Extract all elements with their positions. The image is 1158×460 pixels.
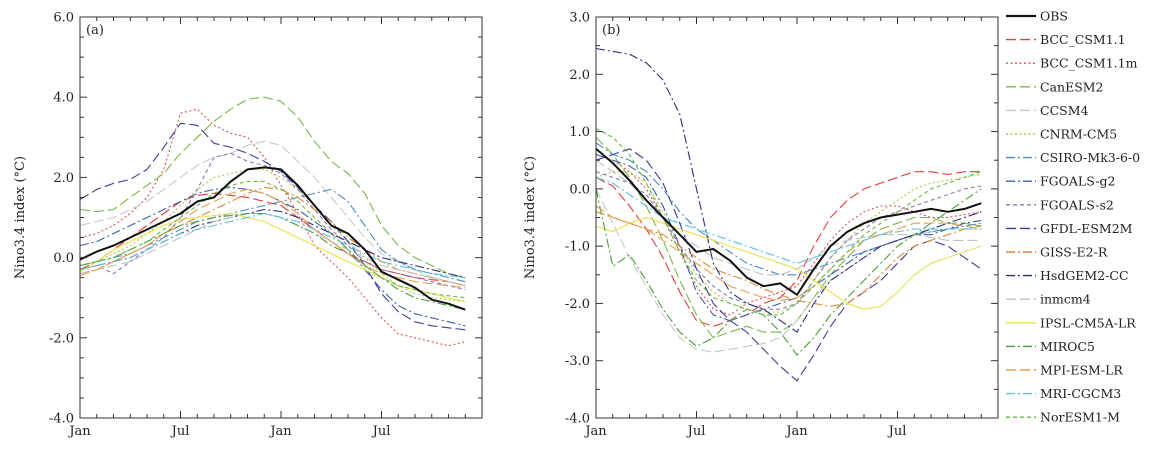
series-line-giss-e2-r bbox=[79, 186, 466, 287]
x-tick-label: Jul bbox=[170, 424, 190, 439]
y-tick-label: -2.0 bbox=[565, 297, 590, 312]
y-tick-label: -4.0 bbox=[49, 412, 74, 427]
series-line-fgoals-s2 bbox=[79, 152, 466, 291]
series-line-mpi-esm-lr bbox=[595, 205, 982, 302]
series-line-obs bbox=[79, 166, 466, 311]
y-axis-label: Nino3.4 index (°C) bbox=[13, 156, 28, 279]
series-line-ccsm4 bbox=[79, 140, 466, 287]
panel-b: -4.0 -3.0 -2.0 -1.0 0.0 1.0 2.0 3.0 Jan Jul Jan Jul… bbox=[523, 11, 999, 439]
legend-label-inmcm4: inmcm4 bbox=[1040, 292, 1091, 307]
series-line-ccsm4 bbox=[595, 188, 982, 353]
series-line-miroc5 bbox=[79, 212, 466, 311]
y-tick-label: 2.0 bbox=[569, 68, 590, 83]
legend-label-gfdl-esm2m: GFDL-ESM2M bbox=[1040, 221, 1133, 236]
series-line-mpi-esm-lr bbox=[79, 188, 466, 289]
legend-label-obs: OBS bbox=[1040, 9, 1068, 24]
panel-label: (a) bbox=[86, 23, 104, 38]
y-tick-label: 6.0 bbox=[53, 11, 74, 26]
series-line-hsdgem2-cc bbox=[79, 208, 466, 279]
series-line-cnrm-cm5 bbox=[595, 171, 982, 313]
series-line-inmcm4 bbox=[79, 212, 466, 287]
legend-label-csiro-mk3-6-0: CSIRO-Mk3-6-0 bbox=[1040, 150, 1140, 165]
legend-label-mri-cgcm3: MRI-CGCM3 bbox=[1040, 386, 1121, 401]
series-lines bbox=[595, 47, 982, 382]
series-line-bcc-csm1-1m bbox=[595, 153, 982, 316]
legend-label-giss-e2-r: GISS-E2-R bbox=[1040, 245, 1108, 260]
series-line-obs bbox=[595, 148, 982, 296]
x-tick-label: Jul bbox=[686, 424, 706, 439]
series-line-gfdl-esm2m bbox=[79, 122, 466, 331]
series-line-bcc-csm1-1 bbox=[79, 192, 466, 287]
y-tick-label: 0.0 bbox=[53, 251, 74, 266]
series-line-miroc5 bbox=[595, 188, 982, 356]
y-tick-label: -2.0 bbox=[49, 331, 74, 346]
legend-label-bcc-csm1-1m: BCC_CSM1.1m bbox=[1040, 56, 1138, 71]
x-tick-label: Jan bbox=[67, 424, 91, 439]
y-tick-label: 3.0 bbox=[569, 11, 590, 26]
legend-label-noresm1-m: NorESM1-M bbox=[1040, 410, 1120, 425]
y-tick-label: -1.0 bbox=[565, 240, 590, 255]
series-line-bcc-csm1-1m bbox=[79, 108, 466, 347]
legend-label-canesm2: CanESM2 bbox=[1040, 79, 1104, 94]
y-tick-label: -4.0 bbox=[565, 412, 590, 427]
legend-label-cnrm-cm5: CNRM-CM5 bbox=[1040, 127, 1117, 142]
legend-label-miroc5: MIROC5 bbox=[1040, 339, 1095, 354]
legend-label-fgoals-g2: FGOALS-g2 bbox=[1040, 174, 1115, 189]
x-tick-label: Jan bbox=[784, 424, 808, 439]
panel-label: (b) bbox=[602, 23, 620, 38]
series-line-noresm1-m bbox=[79, 180, 466, 299]
series-line-mri-cgcm3 bbox=[79, 212, 466, 279]
series-line-ipsl-cm5a-lr bbox=[595, 216, 982, 310]
series-lines bbox=[79, 96, 466, 347]
y-tick-label: 2.0 bbox=[53, 171, 74, 186]
panel-a: -4.0 -2.0 0.0 2.0 4.0 6.0 Jan Jul Jan Jul Nino3.4 … bbox=[13, 11, 483, 439]
legend-label-bcc-csm1-1: BCC_CSM1.1 bbox=[1040, 32, 1126, 47]
series-line-giss-e2-r bbox=[595, 211, 982, 307]
series-line-canesm2 bbox=[79, 96, 466, 279]
y-tick-label: 4.0 bbox=[53, 91, 74, 106]
x-tick-label: Jan bbox=[583, 424, 607, 439]
series-line-canesm2 bbox=[595, 136, 982, 339]
x-tick-label: Jan bbox=[268, 424, 292, 439]
series-line-cnrm-cm5 bbox=[79, 168, 466, 303]
series-line-noresm1-m bbox=[595, 128, 982, 316]
legend: OBS BCC_CSM1.1 BCC_CSM1.1m CanESM2 CCSM4 CNRM… bbox=[1006, 9, 1140, 425]
series-line-fgoals-g2 bbox=[595, 153, 982, 322]
legend-label-ccsm4: CCSM4 bbox=[1040, 103, 1088, 118]
legend-label-mpi-esm-lr: MPI-ESM-LR bbox=[1040, 363, 1123, 378]
y-tick-label: 0.0 bbox=[569, 182, 590, 197]
y-tick-label: -3.0 bbox=[565, 354, 590, 369]
series-line-gfdl-esm2m bbox=[595, 148, 982, 382]
y-axis-label: Nino3.4 index (°C) bbox=[523, 156, 538, 279]
legend-label-hsdgem2-cc: HsdGEM2-CC bbox=[1040, 268, 1129, 283]
x-tick-label: Jul bbox=[887, 424, 907, 439]
legend-label-ipsl-cm5a-lr: IPSL-CM5A-LR bbox=[1040, 315, 1136, 330]
series-line-hsdgem2-cc bbox=[595, 47, 982, 333]
y-tick-label: 1.0 bbox=[569, 125, 590, 140]
x-tick-label: Jul bbox=[371, 424, 391, 439]
legend-label-fgoals-s2: FGOALS-s2 bbox=[1040, 197, 1114, 212]
